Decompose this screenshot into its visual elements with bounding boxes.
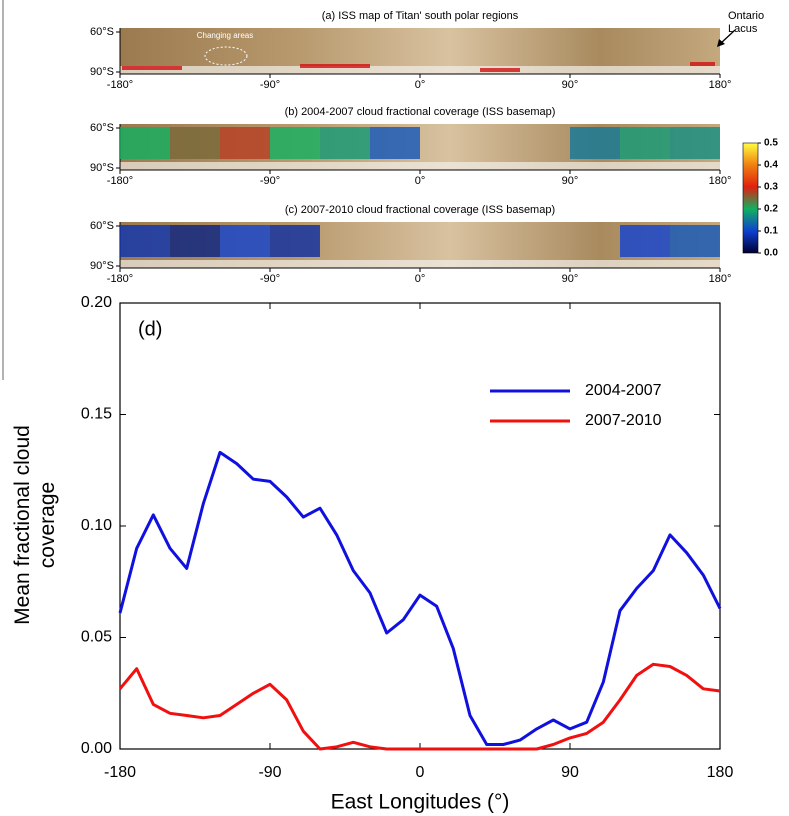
- heat-cell: [270, 225, 320, 257]
- x-tick-label: -180°: [107, 273, 133, 285]
- x-tick-label: -90°: [260, 79, 280, 91]
- polar-glare: [120, 66, 720, 74]
- x-tick-label: -180°: [107, 79, 133, 91]
- series-line: [120, 664, 720, 749]
- heat-cell: [270, 127, 320, 159]
- y-tick-label: 60°S: [90, 26, 114, 38]
- heat-cell: [570, 127, 620, 159]
- x-tick-label: -90°: [260, 175, 280, 187]
- panel-title: (a) ISS map of Titan' south polar region…: [322, 10, 519, 22]
- colorbar-label: 0.4: [764, 160, 778, 171]
- feature: [690, 62, 715, 66]
- heat-cell: [170, 127, 220, 159]
- y-axis-label: Mean fractional cloud coverage: [10, 405, 60, 645]
- legend-label: 2007-2010: [585, 412, 662, 429]
- x-tick-label: 90°: [562, 79, 579, 91]
- annotation: Changing areas: [197, 31, 253, 40]
- x-tick-label: 180°: [709, 273, 732, 285]
- y-tick-label: 0.20: [81, 294, 112, 311]
- heat-cell: [220, 225, 270, 257]
- x-tick-label: 180°: [709, 79, 732, 91]
- colorbar-label: 0.3: [764, 182, 778, 193]
- y-tick-label: 60°S: [90, 220, 114, 232]
- polar-glare: [120, 162, 720, 170]
- heat-cell: [220, 127, 270, 159]
- y-tick-label: 90°S: [90, 260, 114, 272]
- heat-cell: [320, 127, 370, 159]
- heat-cell: [670, 127, 720, 159]
- heat-cell: [670, 225, 720, 257]
- y-tick-label: 90°S: [90, 66, 114, 78]
- plot-frame: [120, 303, 720, 749]
- feature: [300, 64, 370, 68]
- colorbar-label: 0.0: [764, 248, 778, 259]
- x-tick-label: 90: [561, 764, 579, 781]
- heat-cell: [620, 127, 670, 159]
- heat-cell: [170, 225, 220, 257]
- y-tick-label: 60°S: [90, 122, 114, 134]
- x-tick-label: 180: [707, 764, 734, 781]
- heat-cell: [370, 127, 420, 159]
- heat-cell: [620, 225, 670, 257]
- y-tick-label: 0.10: [81, 517, 112, 534]
- series-line: [120, 452, 720, 744]
- annotation: Ontario Lacus: [728, 10, 778, 36]
- panel-label: (d): [138, 318, 162, 340]
- x-tick-label: 90°: [562, 273, 579, 285]
- panel-title: (b) 2004-2007 cloud fractional coverage …: [285, 106, 556, 118]
- y-tick-label: 90°S: [90, 162, 114, 174]
- page: (a) ISS map of Titan' south polar region…: [0, 0, 789, 816]
- heat-cell: [120, 127, 170, 159]
- x-tick-label: 0°: [415, 273, 426, 285]
- colorbar-label: 0.1: [764, 226, 778, 237]
- feature: [122, 66, 182, 70]
- heat-cell: [120, 225, 170, 257]
- y-tick-label: 0.15: [81, 406, 112, 423]
- x-tick-label: 0: [416, 764, 425, 781]
- panel-title: (c) 2007-2010 cloud fractional coverage …: [285, 204, 555, 216]
- x-tick-label: 90°: [562, 175, 579, 187]
- x-tick-label: -180: [104, 764, 136, 781]
- x-tick-label: -180°: [107, 175, 133, 187]
- x-tick-label: -90: [258, 764, 281, 781]
- x-axis-label: East Longitudes (°): [331, 791, 510, 814]
- figure: (a) ISS map of Titan' south polar region…: [0, 0, 789, 816]
- x-tick-label: 180°: [709, 175, 732, 187]
- y-tick-label: 0.00: [81, 740, 112, 757]
- x-tick-label: -90°: [260, 273, 280, 285]
- legend-label: 2004-2007: [585, 382, 662, 399]
- x-tick-label: 0°: [415, 175, 426, 187]
- polar-glare: [120, 260, 720, 268]
- colorbar-label: 0.2: [764, 204, 778, 215]
- feature: [480, 68, 520, 72]
- y-tick-label: 0.05: [81, 629, 112, 646]
- colorbar: [743, 143, 758, 253]
- x-tick-label: 0°: [415, 79, 426, 91]
- colorbar-label: 0.5: [764, 138, 778, 149]
